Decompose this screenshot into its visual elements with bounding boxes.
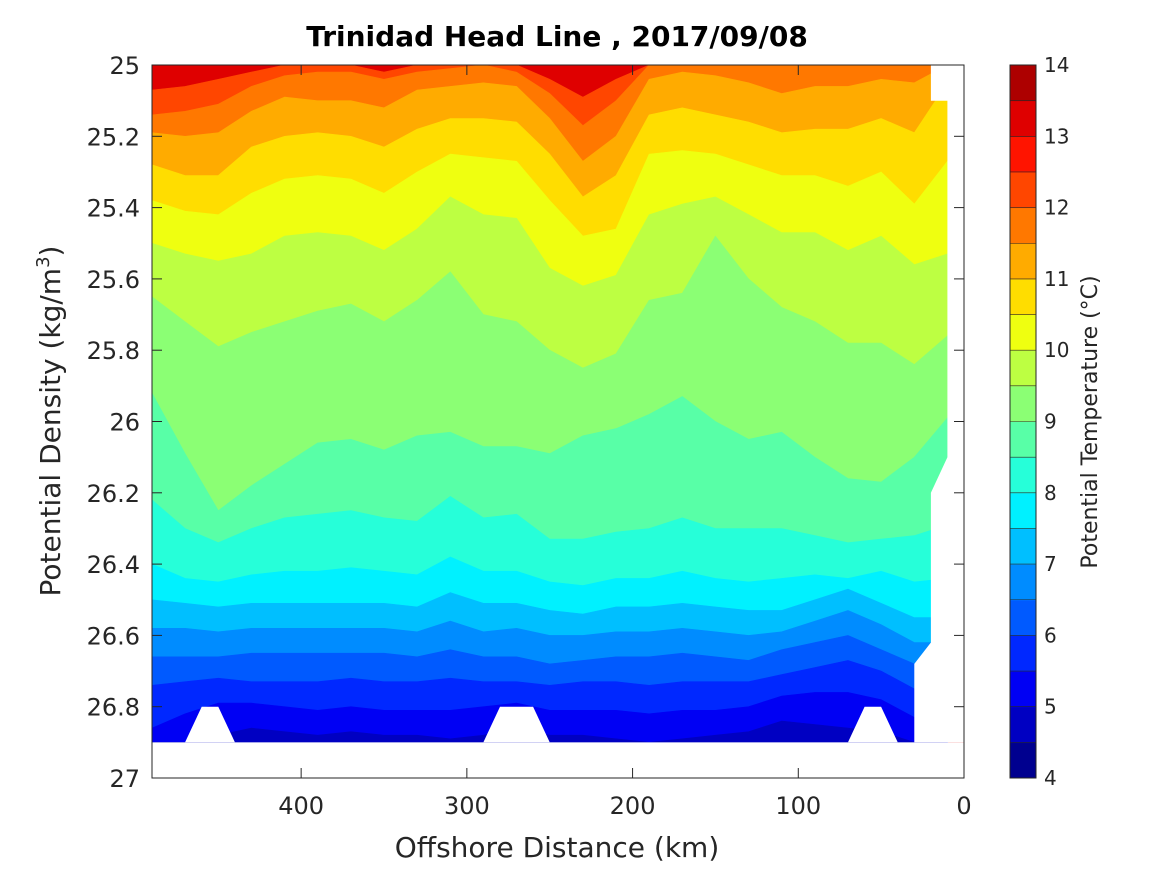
y-tick-label: 26 xyxy=(109,409,140,437)
y-axis-title-superscript: 3 xyxy=(33,256,54,267)
contour-band-below-5 xyxy=(152,720,948,743)
x-tick-label: 100 xyxy=(775,792,821,820)
y-tick-label: 26.2 xyxy=(87,480,140,508)
colorbar-tick-label: 12 xyxy=(1044,196,1069,220)
y-tick-label: 25.4 xyxy=(87,195,140,223)
y-tick-label: 26.8 xyxy=(87,694,140,722)
colorbar-segment xyxy=(1010,243,1036,280)
colorbar-segment xyxy=(1010,136,1036,173)
colorbar-tick-label: 7 xyxy=(1044,552,1057,576)
colorbar-segment xyxy=(1010,564,1036,601)
x-tick-label: 200 xyxy=(610,792,656,820)
colorbar-segment xyxy=(1010,171,1036,209)
colorbar-tick-label: 14 xyxy=(1044,53,1069,77)
no-data-bottom xyxy=(152,742,964,778)
colorbar-segment xyxy=(1010,599,1036,636)
colorbar-segment xyxy=(1010,65,1036,102)
y-tick-label: 27 xyxy=(109,765,140,793)
colorbar-segment xyxy=(1010,492,1036,529)
no-data-regions xyxy=(185,65,964,743)
colorbar-segment xyxy=(1010,706,1036,743)
colorbar-tick-label: 11 xyxy=(1044,267,1069,291)
x-tick-label: 300 xyxy=(444,792,490,820)
y-tick-label: 26.6 xyxy=(87,622,140,650)
colorbar-segment xyxy=(1010,314,1036,351)
y-tick-label: 25.2 xyxy=(87,123,140,151)
colorbar-segment xyxy=(1010,385,1036,422)
colorbar-tick-label: 13 xyxy=(1044,124,1069,148)
y-axis-title-main: Potential Density (kg/m xyxy=(34,268,67,597)
colorbar-tick-label: 9 xyxy=(1044,410,1057,434)
contour-band-below-5-5 xyxy=(152,692,948,743)
y-tick-label: 26.4 xyxy=(87,551,140,579)
y-tick-label: 25 xyxy=(109,52,140,80)
colorbar: 4 5 6 7 8 9 10 11 12 13 14 xyxy=(1009,53,1069,790)
x-tick-label: 0 xyxy=(956,792,971,820)
colorbar-segment xyxy=(1010,350,1036,387)
colorbar-frame xyxy=(1009,64,1037,779)
no-data-region xyxy=(914,65,964,743)
colorbar-tick-label: 5 xyxy=(1044,695,1057,719)
colorbar-segment xyxy=(1010,278,1036,316)
colorbar-segment xyxy=(1010,457,1036,494)
colorbar-segment xyxy=(1010,635,1036,672)
colorbar-tick-label: 6 xyxy=(1044,623,1057,647)
y-axis-title-end: ) xyxy=(34,246,67,257)
y-tick-label: 25.6 xyxy=(87,266,140,294)
colorbar-segment xyxy=(1010,421,1036,458)
x-tick-label: 400 xyxy=(278,792,324,820)
colorbar-segment xyxy=(1010,100,1036,137)
colorbar-segment xyxy=(1010,671,1036,708)
colorbar-segment xyxy=(1010,528,1036,565)
no-data-region xyxy=(185,706,235,743)
x-axis: 400 300 200 100 0 xyxy=(278,65,972,820)
colorbar-title: Potential Temperature (°C) xyxy=(1078,275,1103,568)
colorbar-tick-label: 4 xyxy=(1044,766,1057,790)
chart-title: Trinidad Head Line , 2017/09/08 xyxy=(306,20,808,53)
colorbar-tick-label: 8 xyxy=(1044,481,1057,505)
y-tick-label: 25.8 xyxy=(87,337,140,365)
x-axis-title: Offshore Distance (km) xyxy=(395,831,720,864)
colorbar-tick-label: 10 xyxy=(1044,338,1069,362)
colorbar-segment xyxy=(1010,742,1036,779)
contour-bands xyxy=(152,65,964,778)
no-data-region xyxy=(848,706,898,743)
no-data-region xyxy=(483,706,550,743)
colorbar-segment xyxy=(1010,207,1036,244)
y-axis-title: Potential Density (kg/m3) xyxy=(33,246,67,597)
y-axis: 25 25.2 25.4 25.6 25.8 26 26.2 26.4 26.6 26.8 27 xyxy=(87,52,964,793)
